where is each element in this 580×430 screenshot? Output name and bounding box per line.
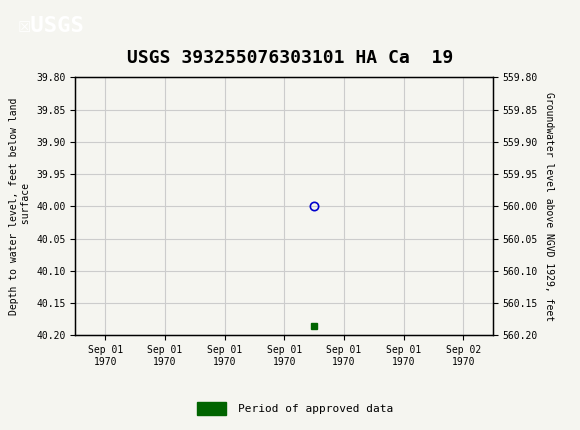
Y-axis label: Depth to water level, feet below land
 surface: Depth to water level, feet below land su… xyxy=(9,98,31,315)
Text: USGS 393255076303101 HA Ca  19: USGS 393255076303101 HA Ca 19 xyxy=(127,49,453,67)
Text: ☒USGS: ☒USGS xyxy=(17,16,84,36)
Text: Period of approved data: Period of approved data xyxy=(238,403,393,414)
FancyBboxPatch shape xyxy=(197,402,226,415)
Y-axis label: Groundwater level above NGVD 1929, feet: Groundwater level above NGVD 1929, feet xyxy=(543,92,553,321)
